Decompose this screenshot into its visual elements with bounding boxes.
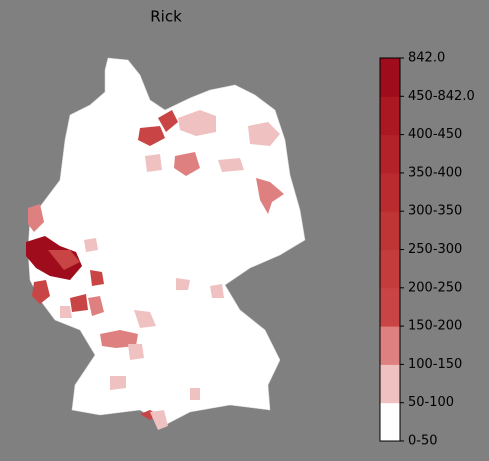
- colorbar-label: 250-300: [408, 242, 462, 257]
- colorbar-label: 842.0: [408, 51, 445, 66]
- colorbar-segment: [380, 211, 400, 250]
- colorbar-label: 100-150: [408, 357, 462, 372]
- region: [70, 294, 88, 312]
- region: [84, 238, 98, 252]
- region: [190, 388, 200, 400]
- country-outline: [27, 57, 306, 426]
- colorbar-label: 50-100: [408, 395, 454, 410]
- colorbar-label: 400-450: [408, 127, 462, 142]
- region: [88, 296, 104, 316]
- region: [26, 236, 82, 280]
- region: [158, 110, 178, 132]
- colorbar-segment: [380, 287, 400, 327]
- region: [28, 204, 44, 232]
- region: [248, 122, 280, 146]
- colorbar-label: 200-250: [408, 280, 462, 295]
- map-title: Rick: [150, 8, 182, 26]
- colorbar-segment: [380, 134, 400, 174]
- region: [134, 310, 156, 328]
- colorbar-label: 350-400: [408, 165, 462, 180]
- region: [32, 280, 50, 304]
- region: [100, 330, 138, 348]
- colorbar-segment: [380, 96, 400, 136]
- region: [145, 154, 162, 172]
- colorbar: 0-50 50-100 100-150 150-200 200-250 250-300 30…: [379, 51, 475, 449]
- colorbar-segment: [380, 172, 400, 212]
- region: [210, 284, 224, 298]
- region: [176, 278, 190, 290]
- region: [256, 178, 284, 214]
- colorbar-segment: [380, 402, 400, 442]
- germany-map: [26, 57, 306, 430]
- colorbar-segment: [380, 326, 400, 365]
- colorbar-label: 0-50: [408, 434, 438, 449]
- region: [138, 126, 165, 146]
- region: [90, 270, 104, 286]
- region: [110, 376, 126, 390]
- region: [60, 306, 72, 318]
- colorbar-label: 450-842.0: [408, 89, 475, 104]
- region: [150, 410, 168, 430]
- colorbar-segment: [380, 58, 400, 97]
- region: [174, 152, 200, 176]
- colorbar-label: 300-350: [408, 204, 462, 219]
- colorbar-segment: [380, 364, 400, 404]
- region: [48, 250, 80, 270]
- region: [128, 344, 144, 360]
- colorbar-label: 150-200: [408, 319, 462, 334]
- region: [218, 158, 244, 172]
- colorbar-segment: [380, 249, 400, 289]
- region: [178, 110, 216, 136]
